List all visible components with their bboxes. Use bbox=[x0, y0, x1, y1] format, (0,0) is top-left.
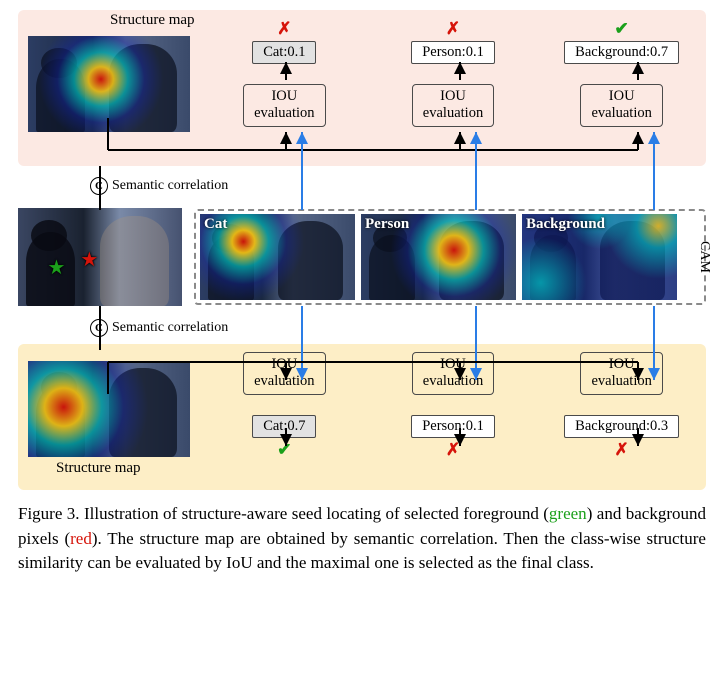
score-box: Background:0.3 bbox=[564, 415, 679, 438]
mark-x-icon: ✗ bbox=[277, 22, 291, 36]
iou-box: IOU evaluation bbox=[243, 84, 325, 127]
iou-box: IOU evaluation bbox=[412, 84, 494, 127]
source-image: ★ ★ bbox=[18, 208, 182, 306]
cam-map-cat: Cat bbox=[200, 214, 355, 300]
structure-map-label-top: Structure map bbox=[110, 12, 195, 29]
iou-box: IOU evaluation bbox=[580, 352, 662, 395]
middle-row: ★ ★ CAM Cat Person Background bbox=[18, 208, 706, 306]
seed-star-red: ★ bbox=[80, 247, 98, 272]
cam-panel: CAM Cat Person Background bbox=[194, 209, 706, 305]
cam-label: CAM bbox=[696, 241, 712, 273]
iou-box: IOU evaluation bbox=[580, 84, 662, 127]
structure-map-top bbox=[28, 36, 190, 132]
semantic-correlation-top: C Semantic correlation bbox=[90, 174, 228, 198]
cam-map-background: Background bbox=[522, 214, 677, 300]
mark-x-icon: ✗ bbox=[446, 22, 460, 36]
structure-map-label-bottom: Structure map bbox=[56, 460, 141, 477]
figure-caption: Figure 3. Illustration of structure-awar… bbox=[18, 502, 706, 576]
c-icon: C bbox=[90, 177, 108, 195]
figure-diagram: Structure map ✗ Cat:0.1 IOU evaluation ✗… bbox=[18, 10, 706, 490]
score-box: Background:0.7 bbox=[564, 41, 679, 64]
semantic-correlation-bottom: C Semantic correlation bbox=[90, 316, 228, 340]
mark-check-icon: ✔ bbox=[615, 22, 629, 36]
mark-check-icon: ✔ bbox=[277, 443, 291, 457]
score-box: Person:0.1 bbox=[411, 41, 495, 64]
mark-x-icon: ✗ bbox=[446, 443, 460, 457]
mark-x-icon: ✗ bbox=[615, 443, 629, 457]
panel-top: Structure map ✗ Cat:0.1 IOU evaluation ✗… bbox=[18, 10, 706, 166]
score-box: Cat:0.7 bbox=[252, 415, 316, 438]
iou-box: IOU evaluation bbox=[243, 352, 325, 395]
score-box: Cat:0.1 bbox=[252, 41, 316, 64]
iou-box: IOU evaluation bbox=[412, 352, 494, 395]
seed-star-green: ★ bbox=[48, 255, 66, 280]
cam-map-person: Person bbox=[361, 214, 516, 300]
structure-map-bottom bbox=[28, 361, 190, 457]
score-box: Person:0.1 bbox=[411, 415, 495, 438]
figure-number: Figure 3. bbox=[18, 504, 80, 523]
c-icon: C bbox=[90, 319, 108, 337]
panel-bottom: Structure map IOU evaluation Cat:0.7 ✔ I… bbox=[18, 344, 706, 490]
